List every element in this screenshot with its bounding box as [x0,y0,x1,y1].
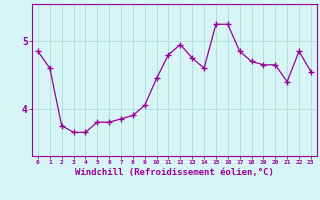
X-axis label: Windchill (Refroidissement éolien,°C): Windchill (Refroidissement éolien,°C) [75,168,274,177]
